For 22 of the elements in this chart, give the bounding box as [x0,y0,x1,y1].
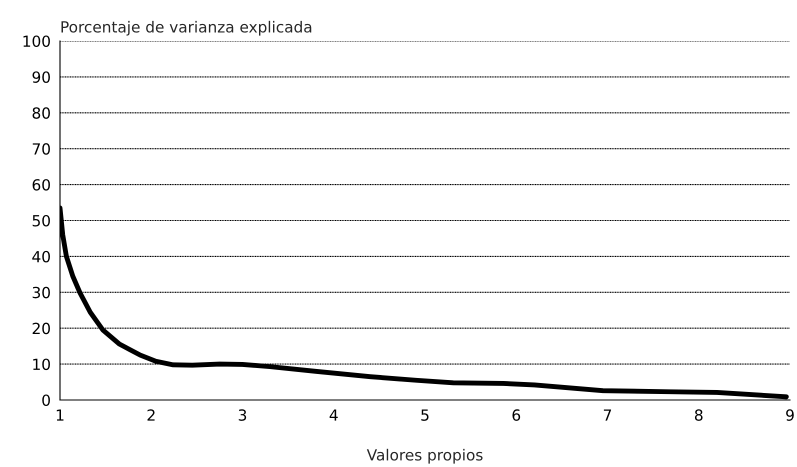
x-tick-label: 4 [330,410,338,421]
x-tick-label: 2 [148,409,155,421]
y-tick-label: 70 [32,143,50,155]
y-tick-label: 80 [32,107,50,119]
y-tick-label: 40 [32,250,50,262]
y-tick-label: 90 [32,71,50,83]
x-tick-label: 3 [238,409,246,421]
y-tick-label: 10 [33,358,50,370]
y-tick-label: 20 [32,322,50,334]
x-tick-label: 5 [421,410,429,421]
y-tick-label: 100 [23,35,50,48]
y-tick-label: 60 [32,179,50,191]
x-tick-label: 6 [512,409,520,421]
y-tick-label: 0 [42,394,50,406]
y-tick-label: 30 [32,286,50,298]
x-axis-title: Valores propios [366,448,483,464]
x-tick-label: 9 [786,409,794,421]
x-tick-label: 8 [694,409,703,421]
x-tick-label: 1 [56,410,64,421]
x-tick-label: 7 [604,410,612,421]
y-tick-label: 50 [32,214,50,227]
y-axis-title: Porcentaje de varianza explicada [62,20,312,36]
